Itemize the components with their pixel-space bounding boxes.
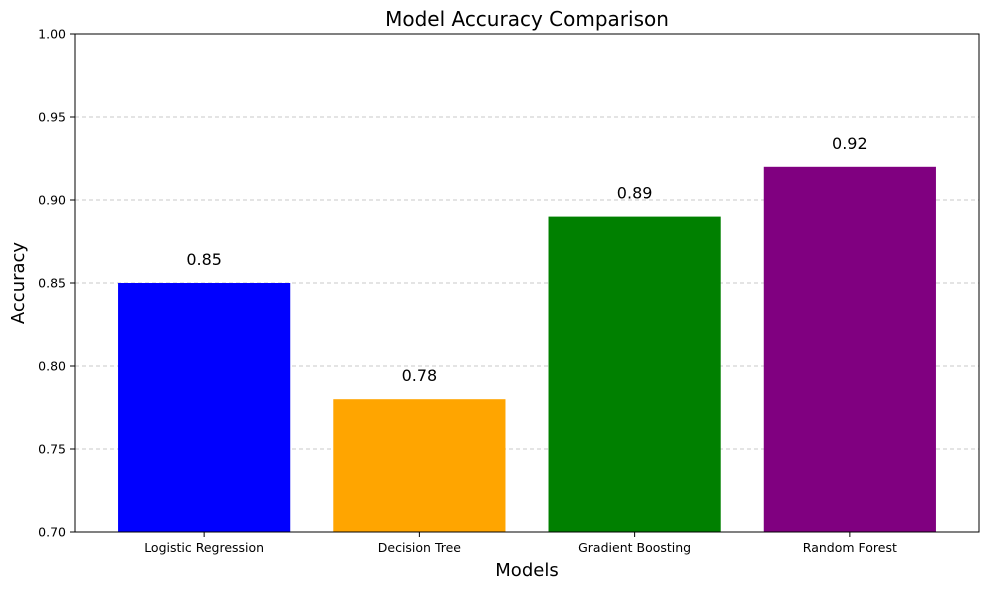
y-tick-label: 0.85 <box>38 276 66 291</box>
labels-layer: 0.85 0.78 0.89 0.92 <box>186 134 867 385</box>
y-tick-label: 0.80 <box>38 359 66 374</box>
y-tick-label: 1.00 <box>38 27 66 42</box>
y-axis-label: Accuracy <box>8 242 29 325</box>
x-tick-label: Gradient Boosting <box>578 540 691 555</box>
bar-random-forest <box>763 166 936 533</box>
bar-value-label: 0.89 <box>617 184 653 203</box>
y-tick-label: 0.95 <box>38 110 66 125</box>
x-axis-label: Models <box>495 560 558 581</box>
y-tick-label: 0.90 <box>38 193 66 208</box>
chart-title: Model Accuracy Comparison <box>385 7 669 31</box>
bars-layer <box>118 166 936 533</box>
bar-gradient-boosting <box>548 216 721 532</box>
x-tick-label: Logistic Regression <box>144 540 264 555</box>
x-tick-label: Decision Tree <box>378 540 462 555</box>
bar-logistic-regression <box>118 283 291 532</box>
bar-decision-tree <box>333 399 506 532</box>
x-tick-label: Random Forest <box>803 540 897 555</box>
y-tick-label: 0.70 <box>38 525 66 540</box>
bar-value-label: 0.85 <box>186 250 222 269</box>
y-tick-label: 0.75 <box>38 442 66 457</box>
bar-value-label: 0.92 <box>832 134 868 153</box>
ticks-layer: 0.70 0.75 0.80 0.85 0.90 0.95 1.00 Logistic Reg… <box>38 27 897 556</box>
bar-value-label: 0.78 <box>402 366 438 385</box>
